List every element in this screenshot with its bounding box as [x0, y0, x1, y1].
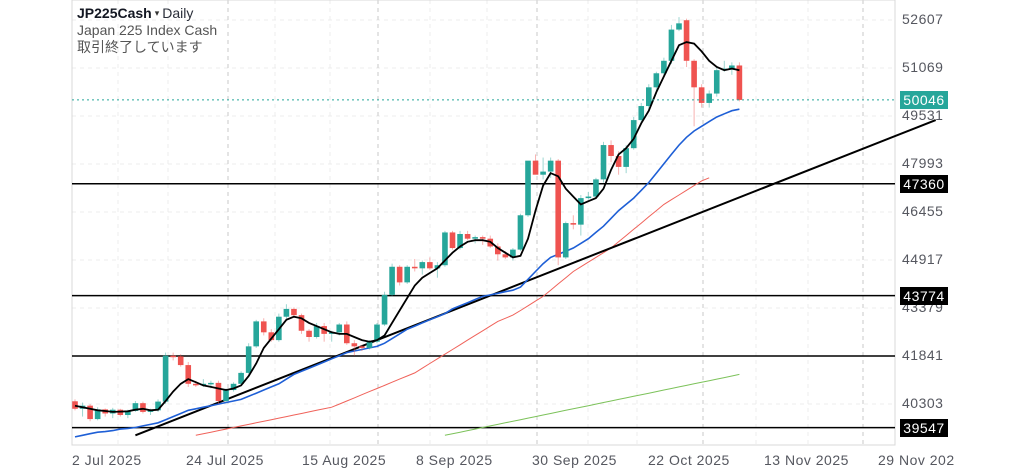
time-tick-label: 30 Sep 2025	[532, 452, 617, 468]
time-tick-label: 2 Jul 2025	[72, 452, 142, 468]
interval-label[interactable]: Daily	[162, 5, 194, 21]
candles	[72, 17, 743, 422]
price-tick-label: 51069	[902, 59, 944, 75]
price-tick-label: 41841	[902, 347, 944, 363]
horizontal-levels[interactable]	[72, 183, 895, 429]
ma-long-line	[444, 373, 740, 436]
ma-mid-line	[74, 108, 740, 438]
price-tick-label: 49531	[902, 107, 944, 123]
time-tick-label: 15 Aug 2025	[302, 452, 387, 468]
chevron-down-icon[interactable]: ▾	[154, 8, 160, 18]
market-status: 取引終了しています	[77, 39, 203, 55]
level-price-tag: 39547	[900, 418, 948, 437]
price-tick-label: 47993	[902, 155, 944, 171]
time-tick-label: 13 Nov 2025	[764, 452, 849, 468]
level-price-tag: 43774	[900, 286, 948, 305]
price-tick-label: 52607	[902, 11, 944, 27]
time-tick-label: 22 Oct 2025	[648, 452, 730, 468]
trendline[interactable]	[135, 119, 937, 437]
level-price-tag: 47360	[900, 174, 948, 193]
current-price-tag: 50046	[900, 90, 948, 109]
price-tick-label: 46455	[902, 203, 944, 219]
grid-lines	[71, 0, 895, 445]
symbol-description: Japan 225 Index Cash	[77, 22, 218, 38]
ma-fast-line	[74, 41, 740, 413]
symbol-name[interactable]: JP225Cash	[77, 5, 152, 21]
plot-border	[71, 0, 896, 446]
time-tick-label: 24 Jul 2025	[186, 452, 264, 468]
ma-slow-line	[195, 177, 710, 436]
price-tick-label: 44917	[902, 251, 944, 267]
price-tick-label: 40303	[902, 395, 944, 411]
time-tick-label: 8 Sep 2025	[416, 452, 493, 468]
time-tick-label: 29 Nov 202	[878, 452, 955, 468]
chart-legend: JP225Cash ▾ Daily Japan 225 Index Cash 取引終…	[77, 5, 217, 56]
